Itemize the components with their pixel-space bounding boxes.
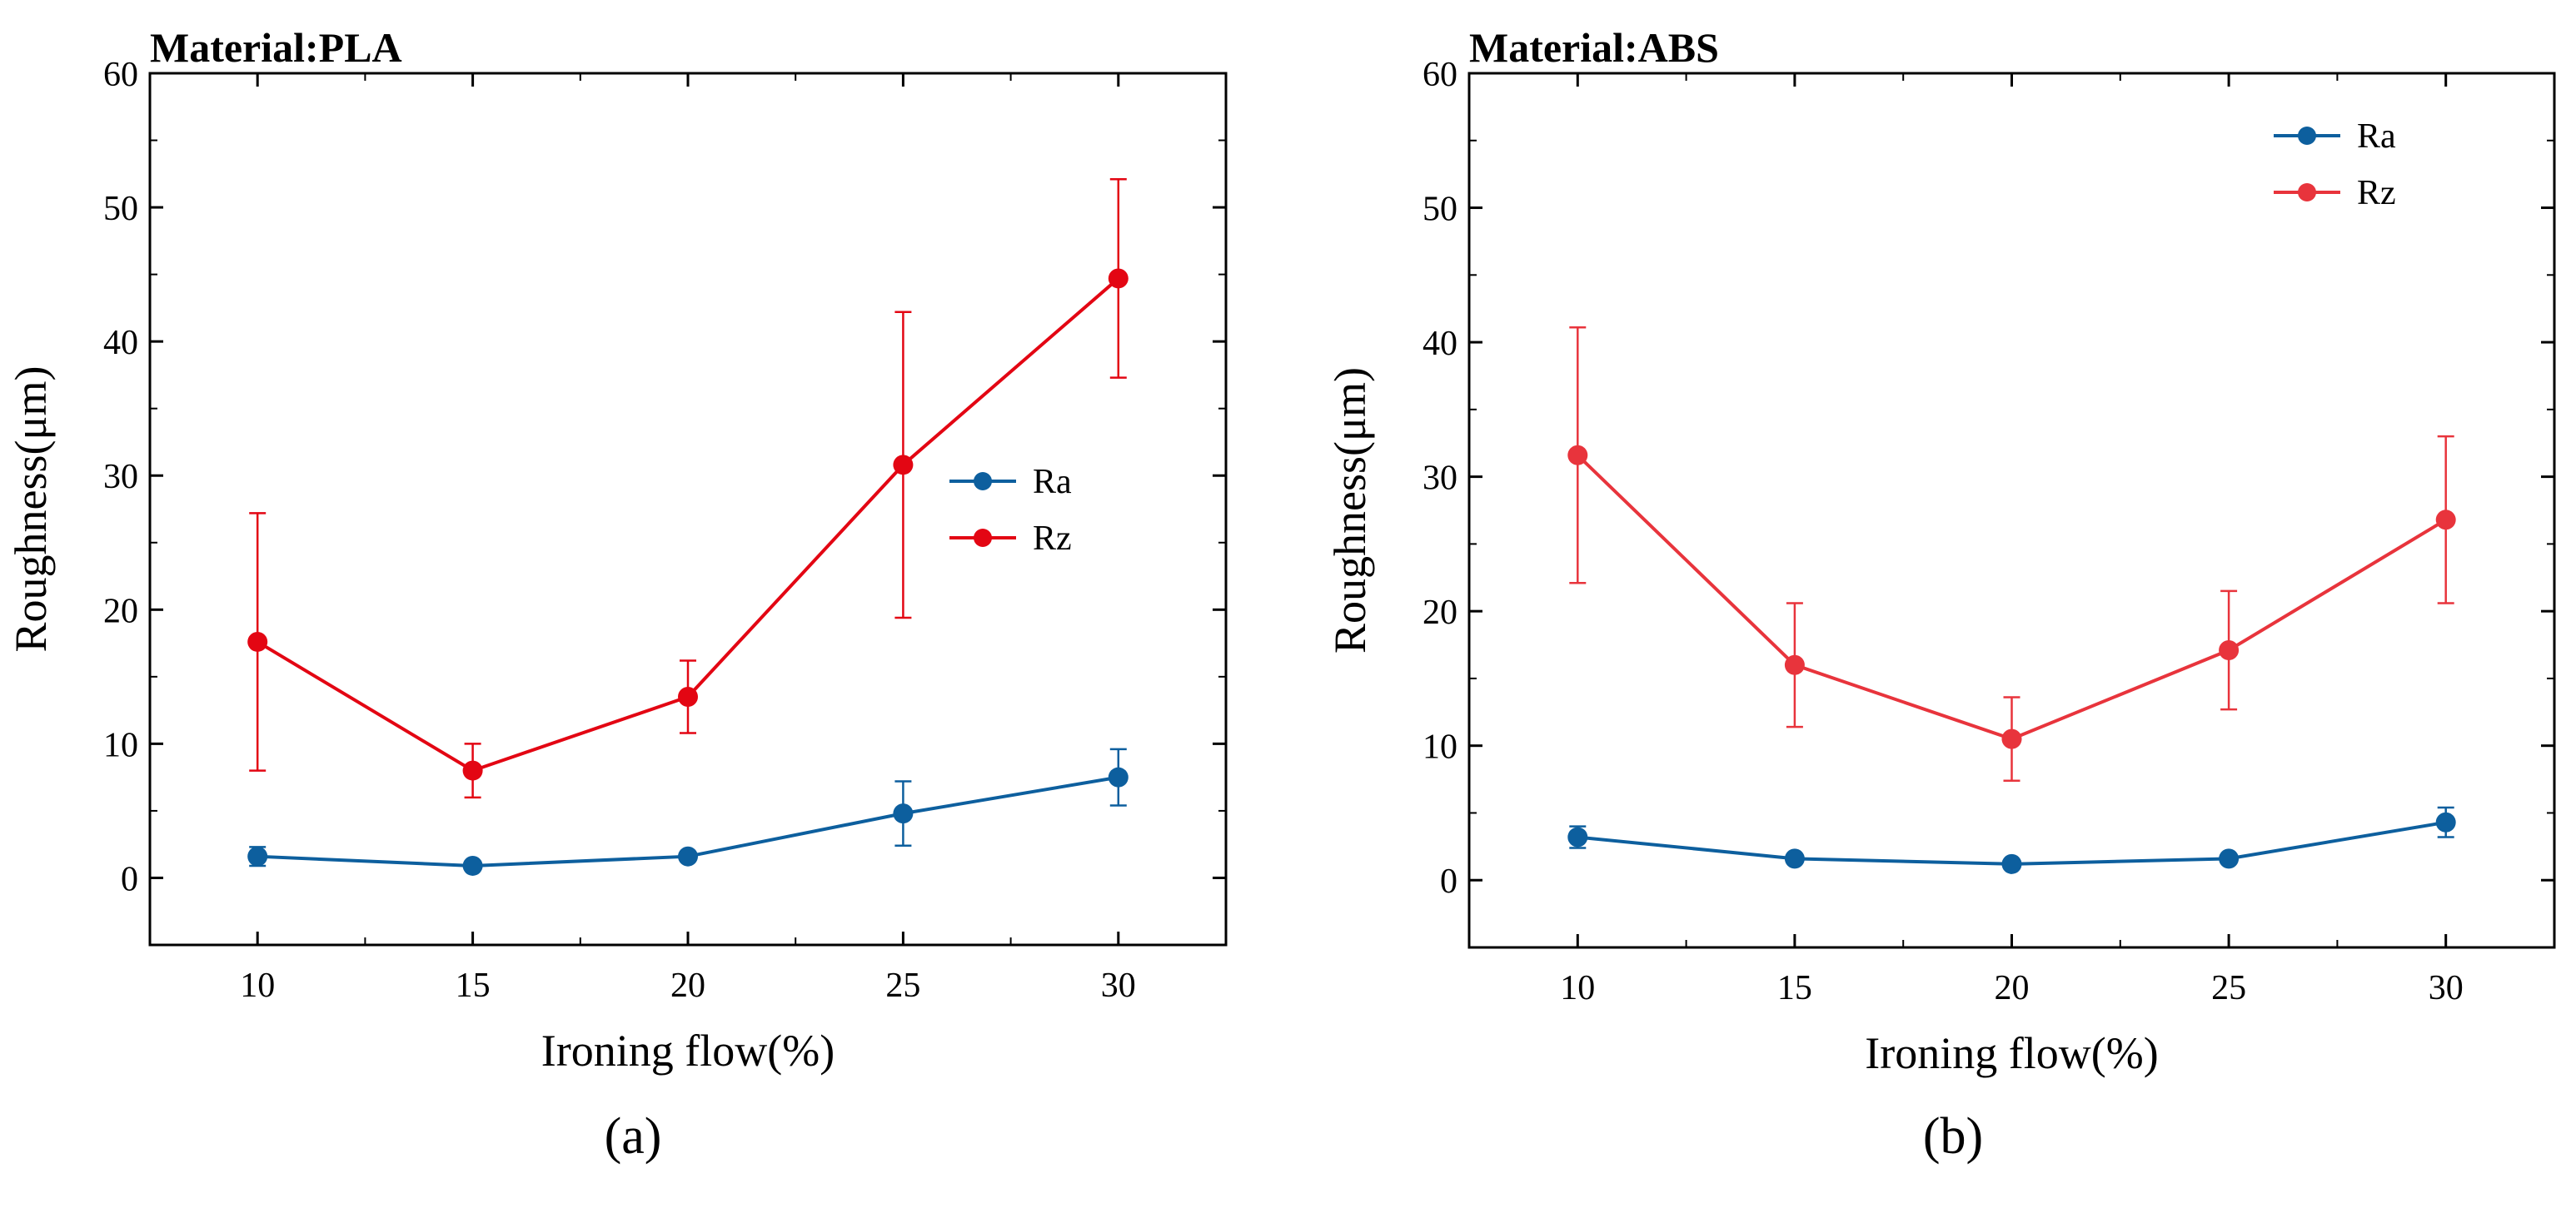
panel-label-a: (a) — [605, 1108, 662, 1165]
legend-label: Ra — [2357, 117, 2396, 156]
x-axis-label: Ironing flow(%) — [1865, 1028, 2158, 1078]
data-point — [678, 687, 698, 708]
x-tick-label: 15 — [1777, 969, 1812, 1007]
data-point — [247, 846, 268, 867]
y-tick-label: 60 — [103, 56, 138, 94]
data-point — [1784, 654, 1805, 675]
x-tick-label: 30 — [2429, 969, 2464, 1007]
data-point — [1567, 445, 1588, 465]
chart-title: Material:ABS — [1469, 24, 1719, 71]
series-ra — [247, 748, 1129, 876]
data-point — [2219, 848, 2240, 869]
y-axis-label: Roughness(μm) — [1325, 367, 1375, 654]
x-tick-label: 20 — [1995, 969, 2030, 1007]
x-tick-label: 30 — [1101, 967, 1136, 1005]
y-tick-label: 10 — [1423, 728, 1457, 767]
data-point — [893, 803, 914, 824]
data-point — [1108, 767, 1129, 788]
x-tick-label: 10 — [240, 967, 275, 1005]
legend-marker — [2298, 183, 2316, 201]
data-point — [893, 455, 914, 475]
legend-marker — [974, 529, 992, 547]
data-point — [2435, 510, 2456, 530]
data-point — [2435, 812, 2456, 833]
y-tick-label: 60 — [1423, 56, 1457, 94]
y-tick-label: 20 — [103, 592, 138, 630]
data-point — [247, 631, 268, 652]
data-point — [2001, 728, 2022, 749]
series-rz — [1567, 326, 2456, 782]
chart-pla: Material:PLA 10 15 20 25 30 0 10 20 30 40 50 60 Ironi… — [6, 24, 1228, 1076]
y-tick-label: 50 — [103, 190, 138, 228]
legend-marker — [974, 472, 992, 490]
y-tick-label: 50 — [1423, 191, 1457, 229]
x-axis-label: Ironing flow(%) — [541, 1026, 835, 1076]
y-tick-label: 20 — [1423, 594, 1457, 632]
data-point — [678, 846, 698, 867]
x-tick-label: 25 — [885, 967, 920, 1005]
x-tick-label: 15 — [456, 967, 491, 1005]
legend-label: Rz — [1033, 520, 1072, 558]
series-rz — [247, 178, 1129, 799]
data-point — [462, 760, 483, 781]
series-ra — [1567, 806, 2456, 874]
x-tick-label: 25 — [2211, 969, 2246, 1007]
y-tick-label: 40 — [103, 324, 138, 362]
legend-marker — [2298, 127, 2316, 145]
data-point — [1108, 268, 1129, 289]
legend-label: Ra — [1033, 463, 1072, 501]
plot-frame — [148, 72, 1228, 947]
y-tick-label: 10 — [103, 726, 138, 764]
y-tick-label: 30 — [1423, 460, 1457, 498]
chart-abs: Material:ABS 10 15 20 25 30 0 10 20 30 40 50 60 Ironi… — [1325, 24, 2556, 1078]
x-tick-label: 10 — [1560, 969, 1595, 1007]
data-point — [1784, 848, 1805, 869]
legend-label: Rz — [2357, 174, 2396, 212]
panel-label-b: (b) — [1923, 1108, 1983, 1165]
y-axis-label: Roughness(μm) — [6, 366, 56, 653]
chart-title: Material:PLA — [150, 24, 402, 71]
data-point — [462, 855, 483, 876]
y-tick-label: 30 — [103, 458, 138, 496]
data-point — [1567, 827, 1588, 848]
data-point — [2001, 853, 2022, 874]
y-tick-label: 0 — [121, 860, 138, 898]
y-tick-label: 0 — [1440, 863, 1457, 901]
x-tick-label: 20 — [670, 967, 705, 1005]
y-tick-label: 40 — [1423, 325, 1457, 363]
data-point — [2219, 640, 2240, 660]
